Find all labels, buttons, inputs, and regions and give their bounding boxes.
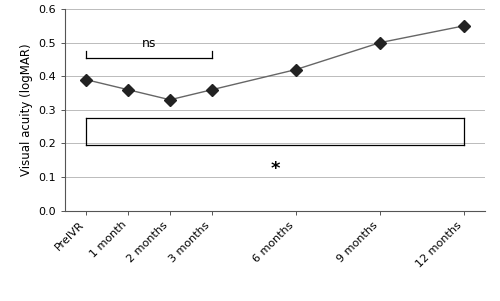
Y-axis label: Visual acuity (logMAR): Visual acuity (logMAR) [20, 44, 32, 176]
Text: *: * [270, 160, 280, 178]
Text: ns: ns [142, 37, 156, 50]
